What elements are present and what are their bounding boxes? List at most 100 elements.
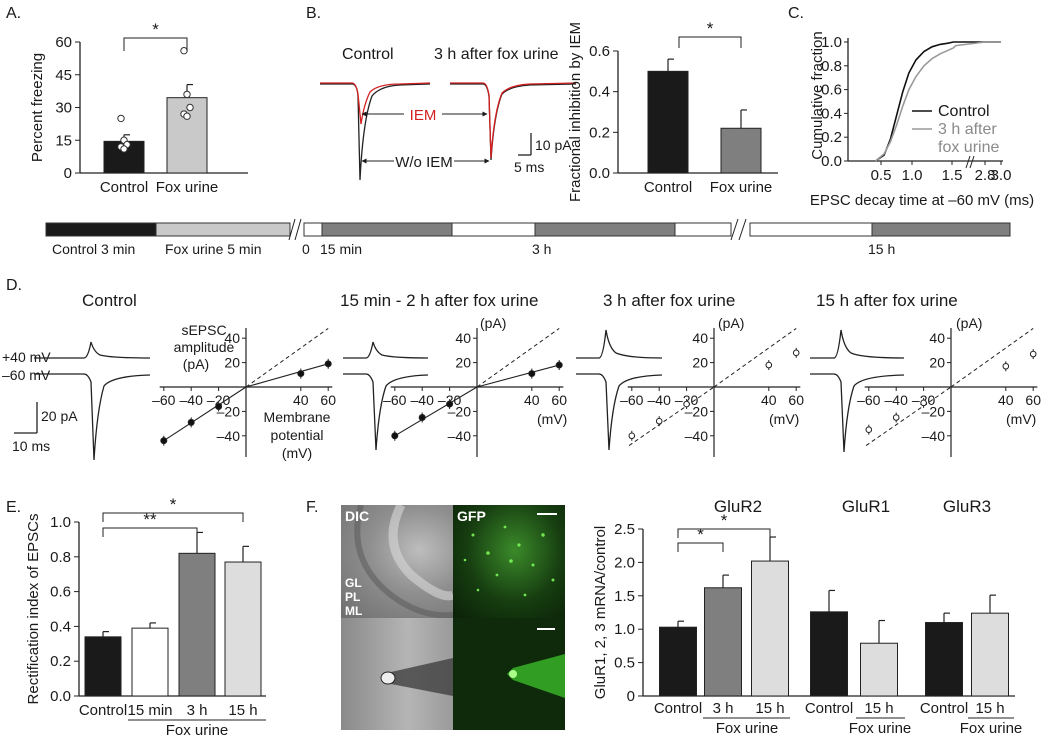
y-tick-label: 0.2 <box>50 653 71 670</box>
iv-y-tick-label: –40 <box>922 428 946 444</box>
iv-fit-negative <box>163 386 247 442</box>
iv-fit-positive <box>245 363 329 388</box>
iv-x-tick-label: 40 <box>524 392 540 408</box>
y-axis-label: GluR1, 2, 3 mRNA/control <box>592 526 609 699</box>
y-tick-label: 1.0 <box>821 34 842 51</box>
data-point <box>183 112 191 120</box>
significance-bracket <box>677 528 771 538</box>
x-tick-label: Control <box>79 702 127 719</box>
timeline-control: Control 3 min <box>52 241 135 257</box>
bar <box>166 97 208 174</box>
iv-x-tick-label: –60 <box>857 392 881 408</box>
panelD-ylab-1: sEPSC <box>181 322 226 338</box>
group-label: Fox urine <box>849 720 912 737</box>
data-point <box>186 103 194 112</box>
iv-point <box>865 426 873 434</box>
x-tick-label: Control <box>654 700 702 717</box>
x-tick-label: 15 h <box>755 700 784 717</box>
iv-point <box>920 399 927 407</box>
y-axis-label: Percent freezing <box>29 53 46 162</box>
x-tick-label: Fox urine <box>156 179 219 196</box>
iv-y-tick-label: –20 <box>448 403 472 419</box>
iv-y-tick-label: 40 <box>224 330 240 346</box>
y-tick-label: 0.4 <box>821 105 842 122</box>
y-tick-label: 0.5 <box>614 655 635 672</box>
y-tick-label: 0.4 <box>589 84 610 101</box>
x-tick-label: Control <box>920 700 968 717</box>
iv-point <box>418 414 426 421</box>
iv-point <box>683 400 690 408</box>
panel-label-b: B. <box>306 5 321 22</box>
significance-label: * <box>721 511 728 530</box>
legend-label: fox urine <box>938 139 999 156</box>
iv-y-tick-label: –40 <box>685 428 709 444</box>
bar <box>131 627 169 697</box>
x-tick-label: 15 h <box>228 702 257 719</box>
significance-bracket <box>102 512 244 522</box>
panelD-mv-2: (mV) <box>537 411 567 427</box>
iv-x-tick-label: –60 <box>383 392 407 408</box>
panelD-mv-3: (mV) <box>769 411 799 427</box>
bar <box>971 612 1009 697</box>
y-tick-label: 0 <box>627 688 635 705</box>
iv-x-tick-label: 40 <box>998 392 1014 408</box>
panelD-pa-2: (pA) <box>480 315 506 331</box>
panel-label-a: A. <box>6 5 21 22</box>
bar <box>178 552 216 697</box>
iv-fit-negative <box>394 386 478 437</box>
axis-break <box>969 155 975 169</box>
iv-point <box>391 432 399 440</box>
y-tick-label: 60 <box>55 34 72 51</box>
panelB-scale-x: 5 ms <box>514 159 544 175</box>
legend-label: Control <box>938 103 990 120</box>
dic-pipette-image <box>341 618 453 730</box>
dic-label: DIC <box>345 508 370 524</box>
significance-label: * <box>170 495 177 514</box>
significance-bracket <box>102 527 198 537</box>
y-tick-label: 0.6 <box>589 43 610 60</box>
bar <box>659 626 697 697</box>
significance-label: ** <box>143 510 157 529</box>
pl-label: PL <box>345 590 361 604</box>
panel-label-f: F. <box>306 499 318 516</box>
y-tick-label: 0.2 <box>821 129 842 146</box>
iv-y-tick-label: –40 <box>217 428 241 444</box>
iv-reference-line <box>476 328 560 388</box>
iv-y-tick-label: –20 <box>922 403 946 419</box>
panelD-pa-3: (pA) <box>718 315 744 331</box>
y-axis-label: Fractional inhibition by IEM <box>567 22 584 202</box>
iv-fit-negative <box>628 386 715 446</box>
x-tick-label: 15 h <box>975 700 1004 717</box>
x-tick-label: 1.0 <box>902 167 923 184</box>
iv-y-tick-label: 40 <box>455 330 471 346</box>
y-tick-label: 2.0 <box>614 554 635 571</box>
significance-label: * <box>707 19 714 38</box>
x-tick-label: 15 min <box>127 702 172 719</box>
axis-break <box>965 155 971 169</box>
panel-label-e: E. <box>6 499 21 516</box>
iv-x-tick-label: –60 <box>152 392 176 408</box>
panelD-scale-x: 10 ms <box>12 438 50 454</box>
data-point <box>180 47 188 55</box>
y-tick-label: 45 <box>55 67 72 84</box>
iv-point <box>446 400 454 408</box>
group-label: Fox urine <box>716 720 779 737</box>
panelD-xlab-1: Membrane <box>264 409 331 425</box>
y-tick-label: 1.5 <box>614 588 635 605</box>
x-tick-label: 1.5 <box>942 167 963 184</box>
timeline-15min: 15 min <box>320 241 362 257</box>
bar <box>704 587 742 697</box>
panelB-scale-y: 10 pA <box>535 137 572 153</box>
x-tick-label: Fox urine <box>710 179 773 196</box>
iv-y-tick-label: 20 <box>692 355 708 371</box>
x-tick-label: 0.5 <box>871 167 892 184</box>
bar <box>720 127 762 174</box>
y-axis-label: Cumulative fraction <box>809 31 826 159</box>
iv-point <box>1002 362 1010 370</box>
y-tick-label: 0.0 <box>589 165 610 182</box>
iv-x-tick-label: 60 <box>551 392 567 408</box>
x-tick-label: 3.0 <box>991 167 1012 184</box>
panelD-ylab-2: amplitude <box>174 339 235 355</box>
